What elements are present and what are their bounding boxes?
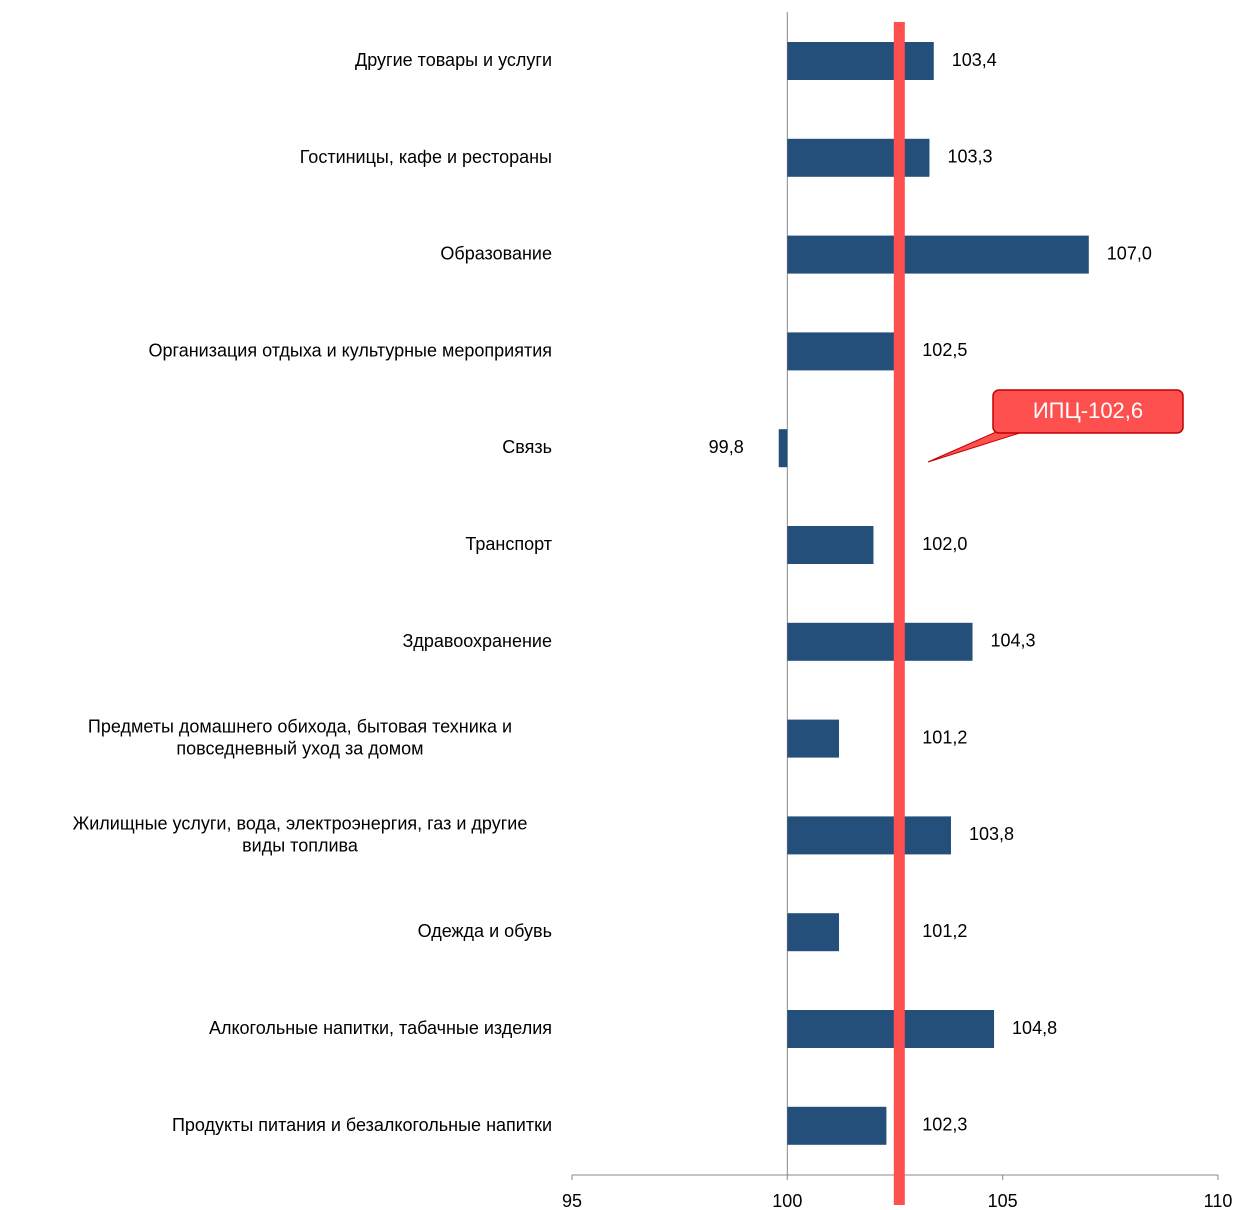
bar (787, 1010, 995, 1048)
x-tick-label: 100 (772, 1191, 802, 1210)
data-label: 103,4 (952, 50, 997, 70)
category-label: Жилищные услуги, вода, электроэнергия, г… (73, 813, 528, 855)
data-label: 102,0 (922, 534, 967, 554)
data-label: 102,5 (922, 340, 967, 360)
category-label: Продукты питания и безалкогольные напитк… (172, 1115, 552, 1135)
bar (787, 719, 840, 758)
x-tick-label: 105 (988, 1191, 1018, 1210)
data-label: 103,3 (947, 147, 992, 167)
category-label: Транспорт (465, 534, 552, 554)
bar (778, 429, 788, 468)
callout-box (992, 389, 1184, 434)
data-label: 99,8 (709, 437, 744, 457)
bar (787, 913, 840, 952)
bar (787, 138, 930, 177)
bar (787, 42, 934, 80)
bar (787, 332, 895, 371)
bar (787, 622, 973, 661)
data-label: 103,8 (969, 824, 1014, 844)
data-label: 101,2 (922, 921, 967, 941)
category-label: Одежда и обувь (418, 921, 552, 941)
category-label: Другие товары и услуги (355, 50, 552, 70)
data-label: 104,8 (1012, 1018, 1057, 1038)
x-tick-label: 110 (1204, 1191, 1233, 1210)
bar (787, 816, 951, 855)
x-tick-label: 95 (562, 1191, 582, 1210)
bar (787, 526, 874, 564)
data-label: 104,3 (991, 631, 1036, 651)
bar (787, 1106, 887, 1145)
data-label: 107,0 (1107, 243, 1152, 263)
category-label: Здравоохранение (402, 631, 552, 651)
callout-label: ИПЦ-102,6 (1033, 398, 1143, 423)
category-label: Гостиницы, кафе и рестораны (300, 147, 552, 167)
category-label: Предметы домашнего обихода, бытовая техн… (88, 716, 512, 758)
data-label: 102,3 (922, 1115, 967, 1135)
category-label: Организация отдыха и культурные мероприя… (149, 340, 552, 360)
category-label: Связь (502, 437, 552, 457)
category-label: Образование (440, 243, 552, 263)
category-label: Алкогольные напитки, табачные изделия (209, 1018, 552, 1038)
bar (787, 235, 1089, 274)
data-label: 101,2 (922, 727, 967, 747)
